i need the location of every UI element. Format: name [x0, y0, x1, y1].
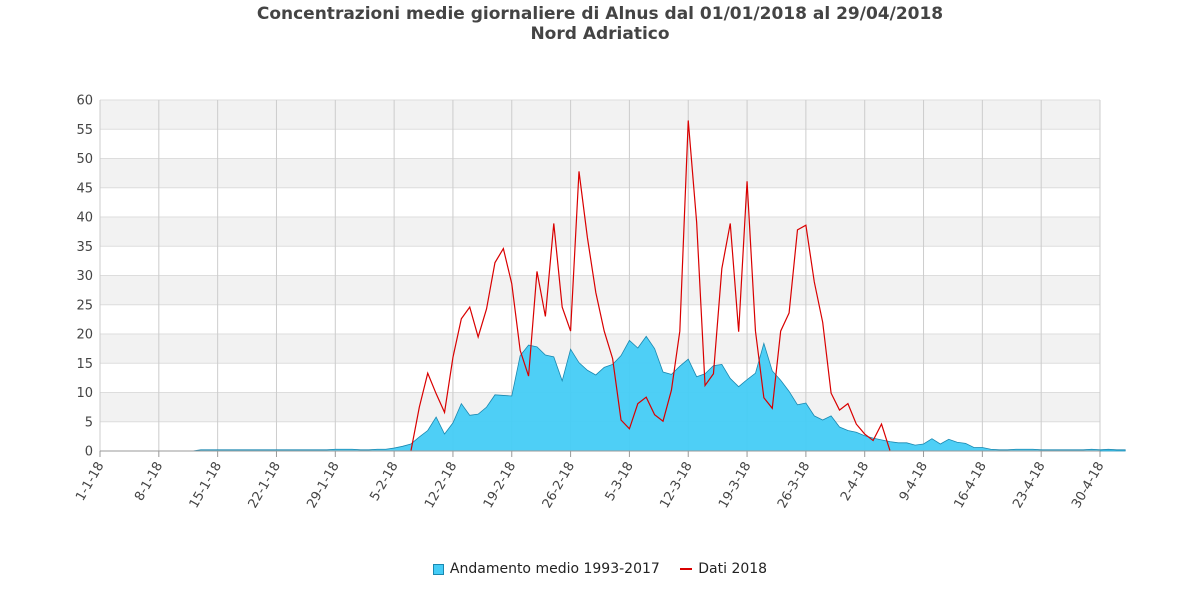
- grid-band: [100, 217, 1100, 247]
- x-tick-label: 23-4-18: [1010, 460, 1048, 511]
- x-tick-label: 22-1-18: [246, 460, 284, 511]
- x-tick-label: 19-2-18: [481, 460, 519, 511]
- y-tick-label: 55: [76, 123, 93, 138]
- y-tick-label: 5: [85, 415, 93, 430]
- legend-line-swatch-icon: [680, 568, 693, 570]
- series-andamento-medio: [100, 335, 1126, 452]
- x-tick-label: 5-3-18: [603, 460, 637, 504]
- grid-band: [100, 129, 1100, 159]
- x-tick-label: 12-2-18: [422, 460, 460, 511]
- y-tick-label: 20: [76, 328, 93, 343]
- legend-item-2018[interactable]: Dati 2018: [680, 561, 767, 577]
- y-tick-label: 10: [76, 386, 93, 401]
- x-tick-label: 16-4-18: [951, 460, 989, 511]
- y-tick-label: 35: [76, 240, 93, 255]
- grid-band: [100, 334, 1100, 364]
- x-axis-ticks: 1-1-18 8-1-18 15-1-18 22-1-18 29-1-18 5-2-18 1…: [73, 451, 1107, 511]
- line-2018: [410, 120, 891, 452]
- legend-label-2018: Dati 2018: [698, 561, 768, 577]
- y-tick-label: 40: [76, 211, 93, 226]
- y-tick-label: 30: [76, 269, 93, 284]
- grid-band: [100, 275, 1100, 305]
- grid-band: [100, 158, 1100, 188]
- grid-band: [100, 187, 1100, 217]
- legend: Andamento medio 1993-2017 Dati 2018: [0, 561, 1200, 577]
- y-tick-label: 50: [76, 152, 93, 167]
- legend-area-swatch-icon: [432, 563, 444, 575]
- series-dati-2018: [410, 120, 891, 452]
- x-tick-label: 8-1-18: [132, 460, 166, 504]
- chart-title: Concentrazioni medie giornaliere di Alnu…: [256, 4, 944, 24]
- grid-band: [100, 246, 1100, 276]
- y-tick-label: 15: [76, 357, 93, 372]
- x-tick-label: 2-4-18: [838, 460, 872, 504]
- x-tick-label: 15-1-18: [187, 460, 225, 511]
- x-tick-label: 19-3-18: [716, 460, 754, 511]
- x-tick-label: 30-4-18: [1069, 460, 1107, 511]
- chart-subtitle: Nord Adriatico: [530, 24, 670, 44]
- x-tick-label: 26-3-18: [775, 460, 813, 511]
- y-tick-label: 25: [76, 298, 93, 313]
- y-tick-label: 60: [76, 94, 93, 109]
- area-average: [100, 335, 1126, 452]
- y-tick-label: 0: [85, 445, 93, 460]
- x-tick-label: 26-2-18: [540, 460, 578, 511]
- x-tick-label: 12-3-18: [657, 460, 695, 511]
- y-axis-ticks: 0 5 10 15 20 25 30 35 40 45 50 55 60: [76, 94, 93, 460]
- legend-item-average[interactable]: Andamento medio 1993-2017: [432, 561, 660, 577]
- x-tick-label: 5-2-18: [367, 460, 401, 504]
- x-tick-label: 29-1-18: [304, 460, 342, 511]
- grid-band: [100, 100, 1100, 130]
- legend-label-average: Andamento medio 1993-2017: [449, 561, 660, 577]
- x-tick-label: 9-4-18: [897, 460, 931, 504]
- y-tick-label: 45: [76, 181, 93, 196]
- x-tick-label: 1-1-18: [73, 460, 107, 504]
